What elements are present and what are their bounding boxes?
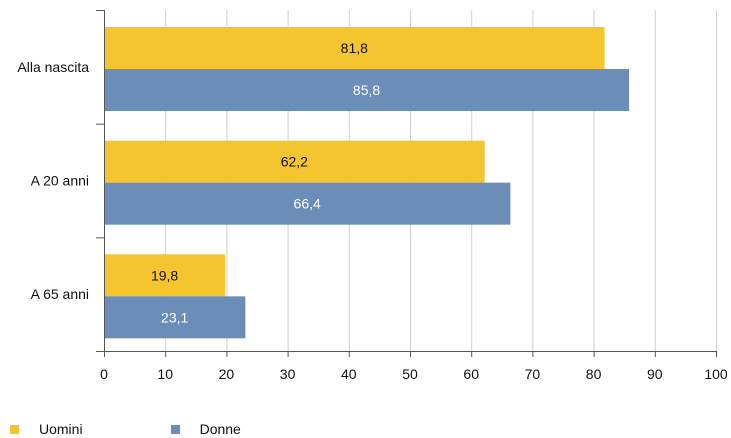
x-tick-label: 80 [586,366,602,382]
legend: Uomini Donne [10,420,329,438]
x-tick-label: 0 [100,366,108,382]
legend-item-donne: Donne [170,421,241,437]
x-tick-label: 30 [280,366,296,382]
x-tick-label: 20 [219,366,235,382]
x-tick-label: 100 [704,366,728,382]
x-tick-label: 70 [525,366,541,382]
bar-donne [104,296,246,339]
data-label: 81,8 [341,40,368,56]
legend-swatch-uomini [10,424,19,434]
bar-uomini [104,254,226,297]
x-tick-label: 60 [463,366,479,382]
bar-donne [104,69,630,111]
bar-uomini [104,140,485,183]
category-labels: Alla nascita A 20 anni A 65 anni [17,59,89,302]
x-tick-label: 50 [402,366,418,382]
bar-donne [104,182,511,225]
data-label: 23,1 [161,309,188,325]
x-tick-label: 40 [341,366,357,382]
legend-item-uomini: Uomini [10,421,83,437]
data-label: 62,2 [281,154,308,170]
data-label: 19,8 [151,267,178,283]
data-label: 66,4 [294,196,321,212]
bars: 81,8 85,8 62,2 66,4 19,8 23,1 [104,27,630,339]
legend-swatch-donne [170,424,180,434]
x-tick-label: 10 [157,366,173,382]
category-label: A 20 anni [31,173,89,189]
legend-label-uomini: Uomini [39,421,83,437]
data-label: 85,8 [353,82,380,98]
category-label: A 65 anni [31,286,89,302]
x-tick-label: 90 [647,366,663,382]
legend-label-donne: Donne [199,421,241,437]
x-axis-ticks: 0 10 20 30 40 50 60 70 80 90 100 [100,351,728,382]
bar-uomini [104,27,605,69]
category-label: Alla nascita [17,59,89,75]
